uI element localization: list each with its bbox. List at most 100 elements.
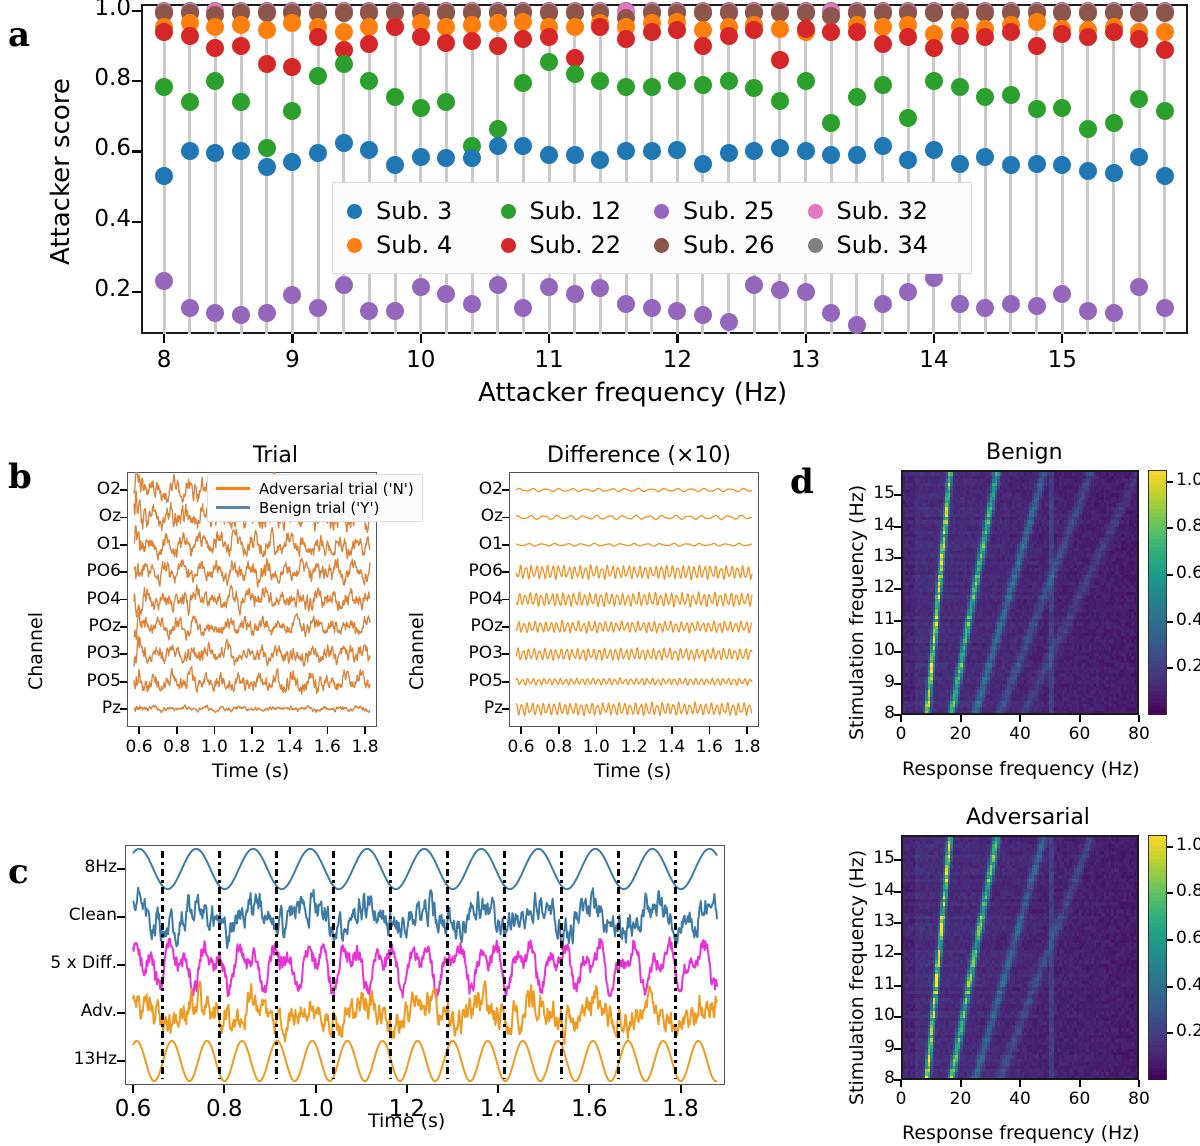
data-point <box>797 142 815 160</box>
legend-swatch <box>654 238 669 253</box>
stem-line <box>676 4 679 334</box>
panel-a-xlabel: Attacker frequency (Hz) <box>478 378 787 408</box>
data-point <box>181 299 199 317</box>
data-point <box>335 23 353 41</box>
x-tick-mark <box>633 727 635 734</box>
x-tick-mark <box>223 1085 225 1093</box>
x-tick-mark <box>548 334 550 343</box>
heatmap-cell <box>943 714 946 715</box>
data-point <box>437 285 455 303</box>
channel-tick-mark <box>120 599 127 601</box>
x-tick-mark <box>933 334 935 343</box>
data-point <box>797 20 815 38</box>
data-point <box>514 13 532 31</box>
legend-line <box>216 487 250 490</box>
heatmap-cell <box>1027 714 1030 715</box>
data-point <box>1130 90 1148 108</box>
data-point <box>566 18 584 36</box>
stem-line <box>625 4 628 334</box>
data-point <box>694 155 712 173</box>
data-point <box>155 167 173 185</box>
channel-tick-mark <box>120 626 127 628</box>
data-point <box>951 27 969 45</box>
data-point <box>1156 299 1174 317</box>
heatmap-cell <box>965 714 968 715</box>
heatmap-cell <box>1126 714 1129 715</box>
heatmap-cell <box>1010 714 1013 715</box>
data-point <box>925 141 943 159</box>
heatmap-cell <box>1096 714 1099 715</box>
data-point <box>258 55 276 73</box>
legend-item: Sub. 34 <box>808 231 958 259</box>
x-tick-mark <box>132 1085 134 1093</box>
channel-tick-mark <box>120 681 127 683</box>
data-point <box>874 35 892 53</box>
data-point <box>412 99 430 117</box>
waveform-trace <box>134 636 370 667</box>
x-tick-mark <box>406 1085 408 1093</box>
channel-tick-mark <box>502 517 509 519</box>
legend-label: Sub. 4 <box>376 231 452 259</box>
heatmap-cell <box>1129 714 1132 715</box>
heatmap-cell <box>955 714 958 715</box>
data-point <box>925 4 943 22</box>
heatmap-cell <box>990 714 993 715</box>
data-point <box>694 306 712 324</box>
heatmap-cell <box>1109 714 1112 715</box>
stem-line <box>188 4 191 334</box>
channel-tick-mark <box>120 708 127 710</box>
waveform-trace <box>516 543 752 546</box>
data-point <box>976 148 994 166</box>
marker-line <box>332 851 335 1079</box>
channel-tick-mark <box>502 599 509 601</box>
heatmap-cell <box>963 714 966 715</box>
legend-item: Sub. 3 <box>347 197 497 225</box>
x-tick-mark <box>364 727 366 734</box>
data-point <box>1028 155 1046 173</box>
legend-item: Sub. 22 <box>501 231 651 259</box>
data-point <box>258 4 276 22</box>
data-point <box>951 155 969 173</box>
data-point <box>489 120 507 138</box>
legend-label: Sub. 25 <box>683 197 774 225</box>
x-tick-mark <box>596 727 598 734</box>
data-point <box>925 39 943 57</box>
data-point <box>951 78 969 96</box>
heatmap-cell <box>910 714 913 715</box>
x-tick-mark <box>1061 334 1063 343</box>
data-point <box>412 28 430 46</box>
heatmap-cell <box>982 714 985 715</box>
heatmap-cell <box>1049 714 1052 715</box>
heatmap-cell <box>1022 714 1025 715</box>
channel-tick-mark <box>502 626 509 628</box>
heatmap-cell <box>992 714 995 715</box>
row-tick-mark <box>117 1012 125 1014</box>
legend-label: Sub. 26 <box>683 231 774 259</box>
data-point <box>874 18 892 36</box>
heatmap-cell <box>1057 714 1060 715</box>
heatmap-cell <box>1054 714 1057 715</box>
data-point <box>1053 285 1071 303</box>
legend-item: Adversarial trial ('N') <box>216 479 414 498</box>
heatmap-cell <box>1116 714 1119 715</box>
heatmap-cell <box>915 714 918 715</box>
legend-swatch <box>347 238 362 253</box>
channel-tick-mark <box>502 708 509 710</box>
x-tick-mark <box>680 1085 682 1093</box>
stem-line <box>522 4 525 334</box>
row-tick-mark <box>117 1060 125 1062</box>
x-tick-mark <box>588 1085 590 1093</box>
data-point <box>181 93 199 111</box>
data-point <box>540 146 558 164</box>
heatmap-cell <box>1099 714 1102 715</box>
legend-line <box>216 506 250 509</box>
heatmap-cell <box>940 714 943 715</box>
data-point <box>771 281 789 299</box>
heatmap-cell <box>1007 714 1010 715</box>
heatmap-cell <box>1067 714 1070 715</box>
data-point <box>1105 164 1123 182</box>
heatmap-cell <box>1084 714 1087 715</box>
heatmap-cell <box>1104 714 1107 715</box>
waveform-trace <box>516 488 752 492</box>
panel-d-top-title: Benign <box>986 440 1063 465</box>
